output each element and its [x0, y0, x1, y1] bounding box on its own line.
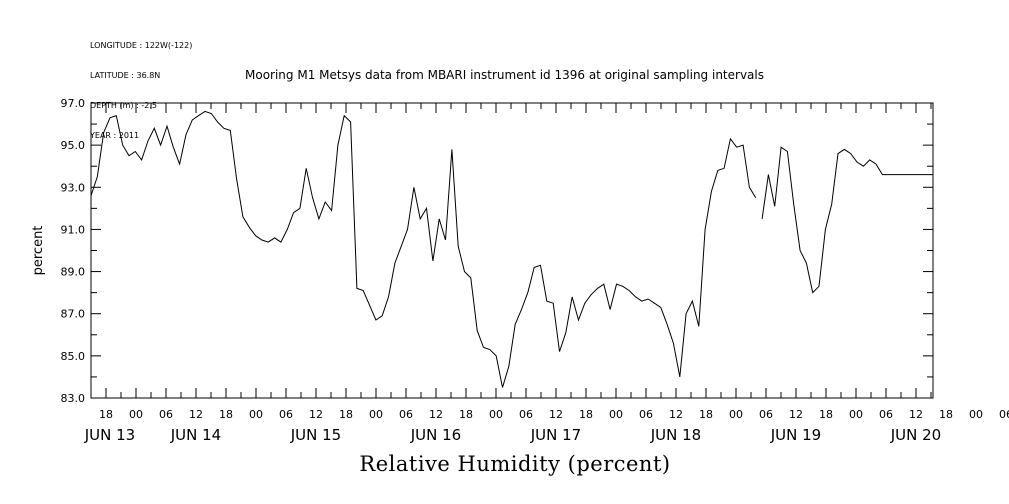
x-hour-label: 06 [879, 408, 893, 421]
x-hour-label: 00 [369, 408, 383, 421]
chart-axes: 83.0 85.0 87.0 89.0 91.0 93.0 95.0 97.0 percent 1… [31, 97, 1009, 444]
x-hour-label: 06 [639, 408, 653, 421]
x-day-label: JUN 15 [290, 426, 341, 444]
x-hour-label: 06 [519, 408, 533, 421]
y-tick-label: 93.0 [61, 181, 86, 194]
x-hour-label: 18 [219, 408, 233, 421]
y-tick-label: 95.0 [61, 139, 86, 152]
x-hour-label: 06 [159, 408, 173, 421]
y-axis-title: percent [31, 226, 46, 276]
y-tick-label: 87.0 [61, 308, 86, 321]
x-hour-label: 18 [579, 408, 593, 421]
y-tick-label: 89.0 [61, 266, 86, 279]
x-hour-label: 06 [999, 408, 1009, 421]
x-hour-label: 00 [609, 408, 623, 421]
x-hour-label: 18 [99, 408, 113, 421]
latitude-text: LATITUDE : 36.8N [90, 71, 161, 80]
x-hour-label: 18 [699, 408, 713, 421]
x-hour-label: 00 [129, 408, 143, 421]
y-tick-label: 97.0 [61, 97, 86, 110]
x-hour-label: 00 [489, 408, 503, 421]
x-hour-label: 18 [819, 408, 833, 421]
x-hour-label: 06 [759, 408, 773, 421]
x-hour-label: 06 [279, 408, 293, 421]
x-day-label: JUN 14 [170, 426, 221, 444]
x-hour-label: 18 [459, 408, 473, 421]
data-line-0 [90, 110, 757, 388]
x-hour-label: 00 [969, 408, 983, 421]
x-day-label: JUN 19 [770, 426, 821, 444]
x-hour-label: 12 [549, 408, 563, 421]
x-day-label: JUN 18 [650, 426, 701, 444]
year-text: YEAR : 2011 [90, 131, 140, 140]
x-day-label: JUN 17 [530, 426, 581, 444]
y-tick-label: 91.0 [61, 223, 86, 236]
x-day-label: JUN 20 [890, 426, 941, 444]
x-hour-label: 12 [789, 408, 803, 421]
x-hour-label: 12 [309, 408, 323, 421]
y-tick-label: 85.0 [61, 350, 86, 363]
depth-text: DEPTH (m) : -2.5 [90, 101, 157, 110]
x-hour-label: 12 [669, 408, 683, 421]
x-day-label: JUN 16 [410, 426, 461, 444]
x-hour-label: 00 [729, 408, 743, 421]
x-hour-label: 18 [939, 408, 953, 421]
x-day-label: JUN 13 [84, 426, 135, 444]
x-hour-label: 12 [189, 408, 203, 421]
x-axis-title: Relative Humidity (percent) [359, 452, 671, 476]
x-hour-label: 00 [849, 408, 863, 421]
x-hour-label: 12 [429, 408, 443, 421]
plot-area [90, 110, 933, 388]
x-hour-label: 18 [339, 408, 353, 421]
metadata-block: LONGITUDE : 122W(-122) LATITUDE : 36.8N … [90, 21, 192, 151]
data-line-1 [761, 146, 933, 294]
chart-title: Mooring M1 Metsys data from MBARI instru… [245, 68, 764, 82]
longitude-text: LONGITUDE : 122W(-122) [90, 41, 193, 50]
x-hour-label: 06 [399, 408, 413, 421]
y-tick-label: 83.0 [61, 392, 86, 405]
x-hour-label: 12 [909, 408, 923, 421]
x-hour-label: 00 [249, 408, 263, 421]
plot-frame [90, 102, 934, 399]
